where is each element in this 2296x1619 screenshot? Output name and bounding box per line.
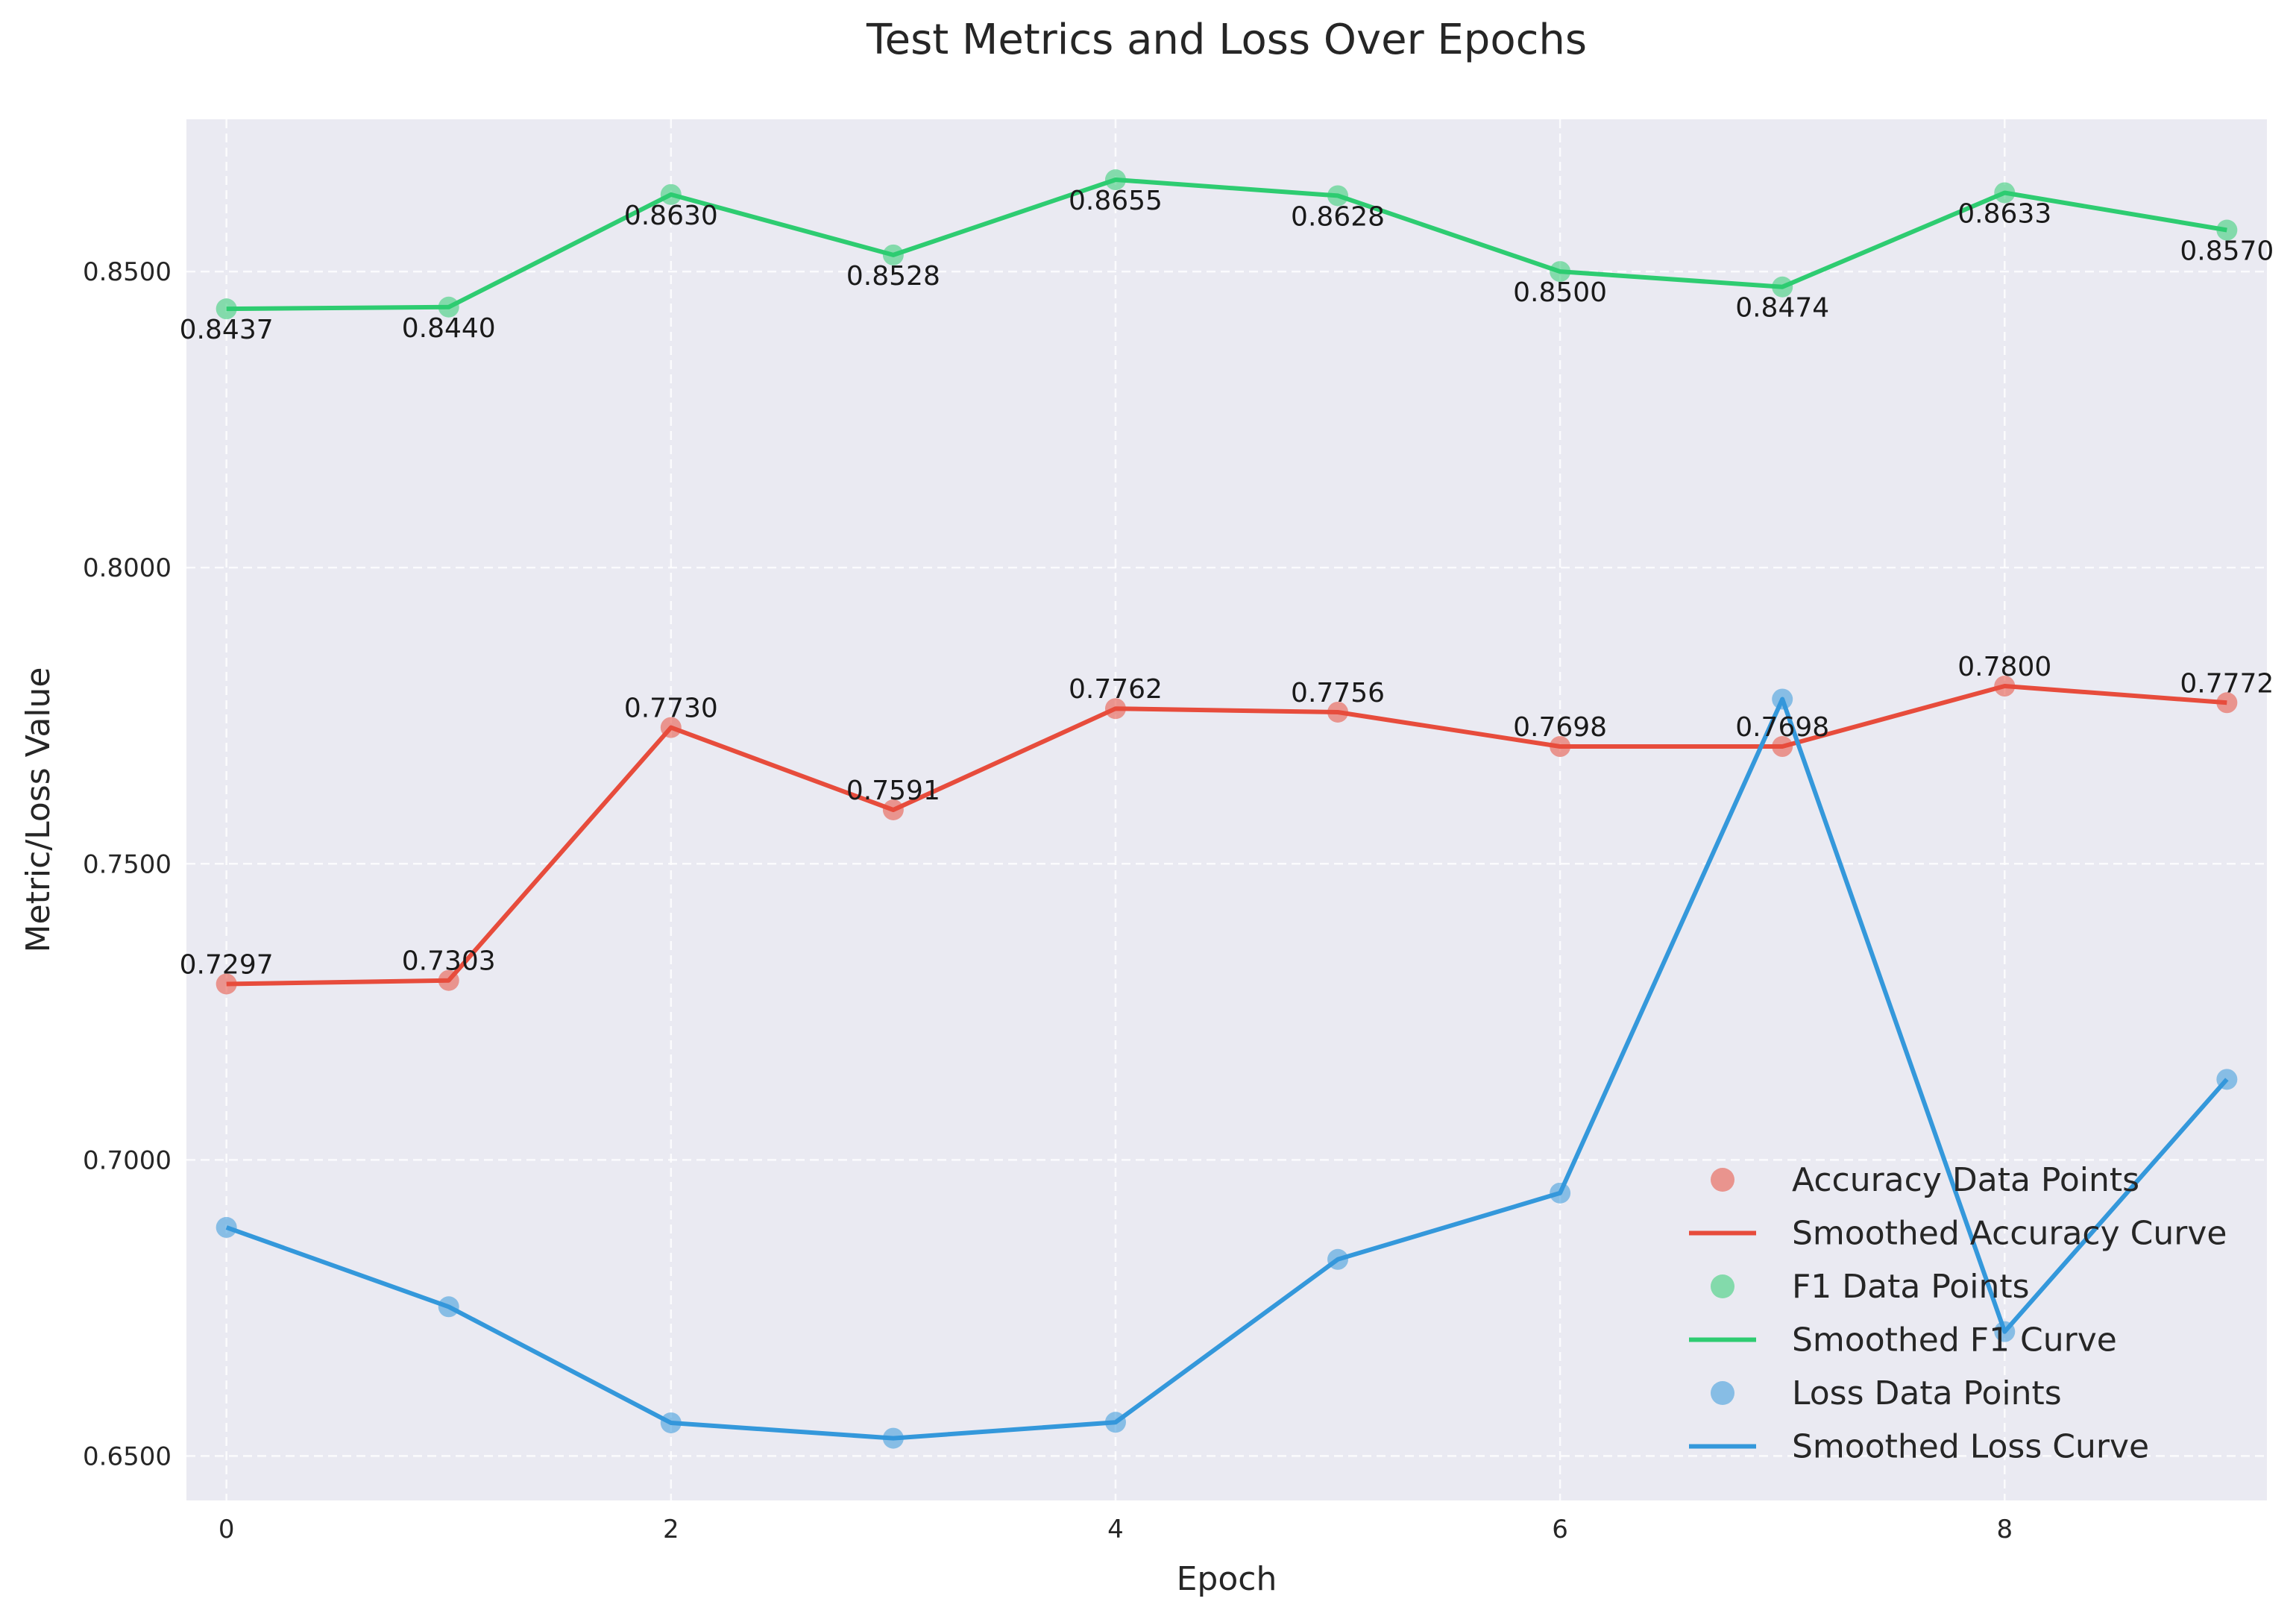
x-tick-label: 0 [218,1515,235,1544]
y-tick-label: 0.7000 [83,1145,172,1175]
x-tick-label: 8 [1996,1515,2013,1544]
loss-data-point [1550,1182,1571,1204]
f1-series [216,169,2238,320]
f1-data-point [882,244,904,265]
f1-data-point [216,298,237,320]
y-tick-label: 0.7500 [83,849,172,879]
f1-data-point [660,183,682,205]
f1-data-label: 0.8500 [1513,277,1607,308]
y-tick-label: 0.8000 [83,553,172,583]
f1-data-label: 0.8630 [624,201,718,231]
accuracy-data-point [882,799,904,820]
f1-data-point [2216,219,2238,241]
accuracy-data-point [216,973,237,995]
legend-label-f1-curve: Smoothed F1 Curve [1792,1321,2117,1359]
accuracy-data-point [2216,692,2238,714]
f1-data-point [1327,185,1349,207]
accuracy-data-label: 0.7800 [1957,652,2051,682]
accuracy-data-label: 0.7772 [2180,668,2274,699]
grid-lines [186,119,2267,1500]
accuracy-data-point [1550,736,1571,758]
loss-series [216,688,2238,1449]
accuracy-data-label: 0.7303 [402,946,496,977]
accuracy-data-point [1772,736,1793,758]
f1-data-label: 0.8440 [402,313,496,344]
x-tick-label: 4 [1107,1515,1124,1544]
legend-marker-f1-points [1711,1274,1734,1298]
legend-label-loss-points: Loss Data Points [1792,1374,2062,1412]
accuracy-data-label: 0.7698 [1513,712,1607,743]
accuracy-data-point [1994,676,2016,697]
legend-label-accuracy-curve: Smoothed Accuracy Curve [1792,1215,2227,1253]
accuracy-data-label: 0.7591 [846,776,940,806]
x-tick-label: 2 [663,1515,679,1544]
f1-data-label: 0.8628 [1291,201,1385,232]
accuracy-data-point [1327,701,1349,723]
f1-data-point [1550,261,1571,283]
loss-data-point [2216,1069,2238,1090]
f1-data-label: 0.8633 [1957,198,2051,229]
loss-data-point [1994,1321,2016,1342]
accuracy-data-label: 0.7756 [1291,678,1385,708]
x-axis-label: Epoch [1177,1560,1277,1598]
data-labels: 0.7297 0.7303 0.7730 0.7591 0.7762 0.7756 0.76… [180,186,2274,980]
loss-data-point [216,1216,237,1238]
legend-label-f1-points: F1 Data Points [1792,1268,2030,1306]
accuracy-data-point [660,717,682,738]
loss-data-point [882,1427,904,1449]
x-tick-label: 6 [1552,1515,1568,1544]
accuracy-data-label: 0.7730 [624,694,718,724]
y-tick-label: 0.6500 [83,1442,172,1471]
legend-marker-loss-points [1711,1381,1734,1405]
accuracy-data-point [1104,698,1126,720]
loss-data-point [1772,688,1793,710]
loss-data-point [660,1412,682,1433]
legend-marker-accuracy-points [1711,1168,1734,1192]
f1-data-point [1104,169,1126,191]
accuracy-data-label: 0.7762 [1069,674,1163,705]
loss-data-point [1104,1412,1126,1433]
accuracy-data-label: 0.7698 [1735,712,1829,743]
accuracy-smoothed-curve [226,684,2227,987]
f1-smoothed-curve [226,177,2227,312]
plot-area [186,119,2267,1500]
loss-data-point [1327,1248,1349,1270]
accuracy-data-point [438,969,459,991]
loss-smoothed-curve [225,697,2229,1441]
loss-data-point [438,1296,459,1318]
legend: Accuracy Data Points Smoothed Accuracy Cu… [1689,1161,2227,1466]
f1-data-label: 0.8528 [846,261,940,292]
f1-data-label: 0.8570 [2180,236,2274,267]
f1-data-label: 0.8474 [1735,293,1829,324]
f1-data-point [1994,182,2016,204]
y-tick-label: 0.8500 [83,257,172,287]
f1-data-point [438,296,459,318]
legend-label-accuracy-points: Accuracy Data Points [1792,1161,2139,1199]
axis-ticks: 0 2 4 6 8 0.6500 0.7000 0.7500 0.8000 0.8500 [83,257,2013,1544]
y-axis-label: Metric/Loss Value [19,667,57,953]
f1-data-label: 0.8655 [1069,186,1163,216]
accuracy-series [216,676,2238,995]
f1-data-point [1772,276,1793,298]
f1-data-label: 0.8437 [180,315,274,345]
legend-label-loss-curve: Smoothed Loss Curve [1792,1428,2149,1466]
accuracy-data-label: 0.7297 [180,949,274,980]
series-layer [216,169,2238,1449]
chart-title: Test Metrics and Loss Over Epochs [866,16,1587,64]
